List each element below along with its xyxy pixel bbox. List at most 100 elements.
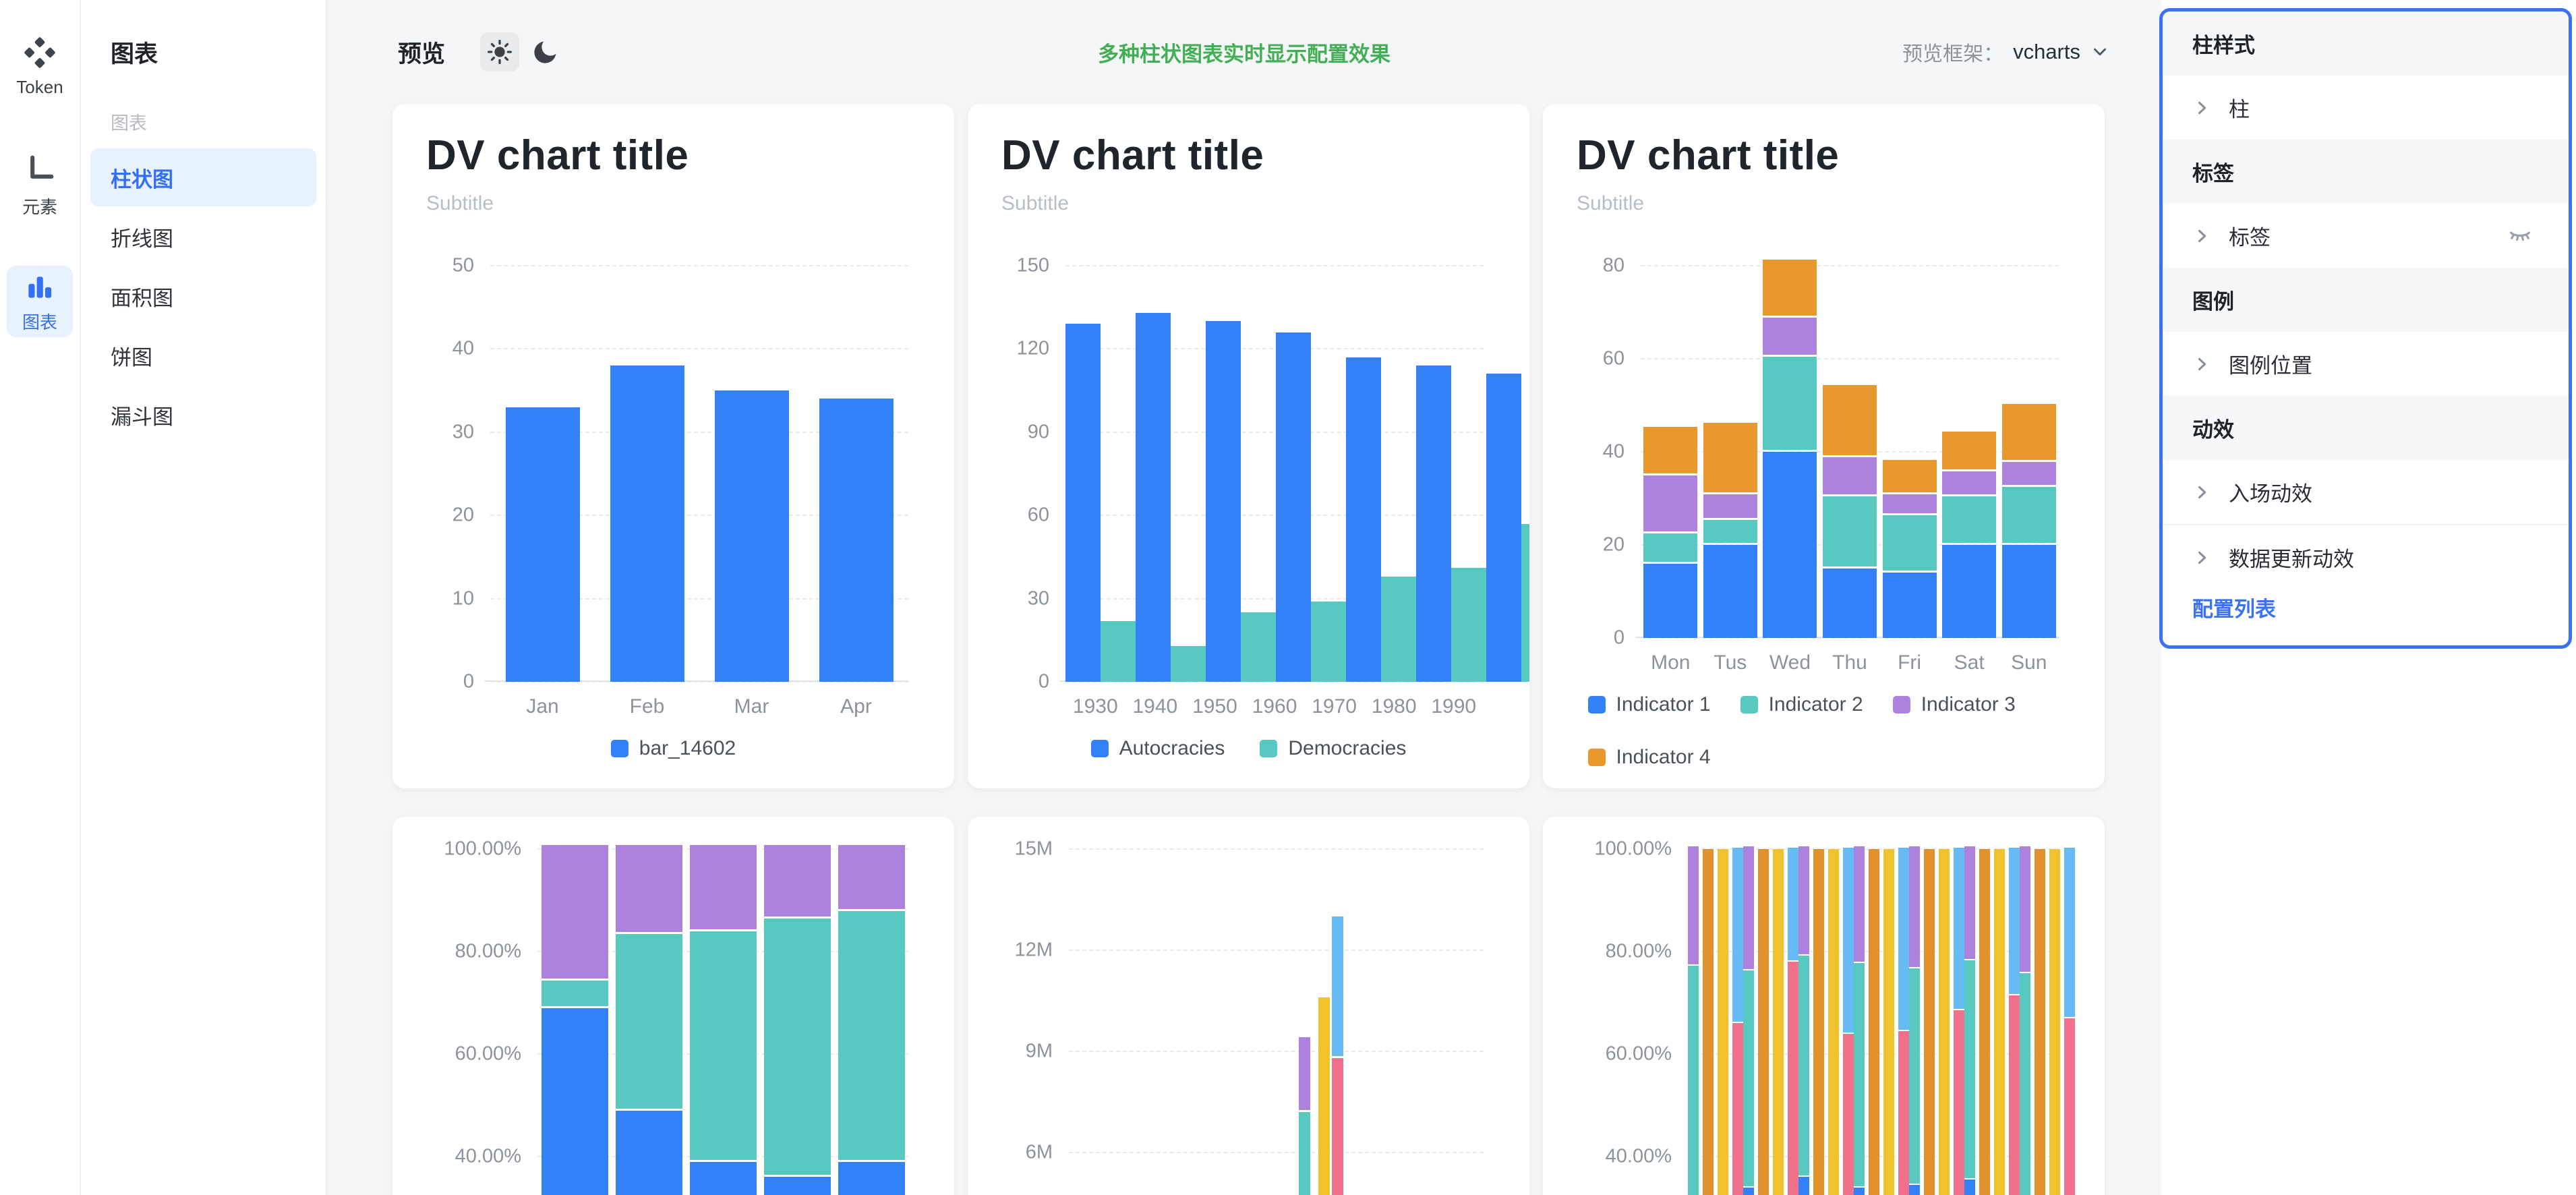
bar-segment: [1954, 1010, 1964, 1195]
bar-segment: [1241, 612, 1276, 682]
bar-segment: [1843, 848, 1854, 1032]
bar: [1843, 848, 1854, 1195]
legend-item[interactable]: bar_14602: [610, 737, 736, 760]
bar-segment: [1136, 312, 1171, 682]
bar-segment: [2001, 487, 2056, 543]
x-tick-label: 1980: [1371, 695, 1417, 718]
bar: [838, 845, 905, 1195]
bar-segment: [1101, 620, 1136, 682]
config-list-link[interactable]: 配置列表: [2192, 598, 2276, 621]
bar-group: [686, 845, 760, 1195]
panel-section-header: 图例: [2163, 268, 2569, 332]
bar-segment: [689, 845, 757, 930]
bar: [1732, 848, 1743, 1195]
x-tick-label: Mon: [1651, 651, 1691, 674]
panel-row[interactable]: 数据更新动效: [2163, 524, 2569, 589]
chart-title: DV chart title: [1001, 132, 1264, 179]
dark-theme-button[interactable]: [526, 32, 565, 71]
y-tick-label: 0: [463, 670, 474, 693]
legend-item[interactable]: Indicator 2: [1740, 693, 1863, 716]
chevron-down-icon: [2094, 48, 2106, 56]
bar-segment: [2064, 1018, 2075, 1195]
bar-segment: [1954, 848, 1964, 1010]
x-tick-label: 1930: [1072, 695, 1118, 718]
panel-row[interactable]: 柱: [2163, 76, 2569, 140]
eye-closed-icon[interactable]: [2507, 223, 2534, 250]
gridline: [1069, 950, 1484, 951]
x-axis-labels: 1930 1940 1950 1960 1970 1980 1990: [1065, 695, 1484, 718]
bar-segment: [819, 399, 894, 682]
framework-select[interactable]: 预览框架： vcharts: [1902, 37, 2110, 67]
bar-segment: [1718, 849, 1728, 1195]
chart-card: 100.00%80.00%60.00%40.00%20.00%0.00%: [392, 817, 954, 1195]
legend-item[interactable]: Autocracies: [1090, 737, 1225, 760]
bar-segment: [1065, 324, 1101, 682]
y-tick-label: 20: [452, 504, 474, 526]
bar-segment: [1909, 1184, 1920, 1195]
panel-row[interactable]: 入场动效: [2163, 460, 2569, 524]
x-tick-label: Sat: [1954, 651, 1985, 674]
bar: [2049, 849, 2060, 1195]
sidebar-item-line[interactable]: 折线图: [111, 227, 173, 251]
left-icon-rail: Token 元素 图表: [0, 0, 81, 1195]
y-tick-label: 40.00%: [1605, 1145, 1672, 1167]
rail-item-elements[interactable]: 元素: [0, 152, 80, 218]
legend-label: Indicator 2: [1768, 693, 1863, 716]
bar-segment: [1823, 496, 1877, 566]
gridline: [1641, 637, 2059, 639]
bar-segment: [1743, 846, 1754, 970]
bar-segment: [1942, 496, 1997, 543]
sidebar-item-area[interactable]: 面积图: [111, 286, 173, 310]
bar: [1788, 848, 1798, 1195]
bar-group: [1486, 266, 1529, 682]
gridline: [490, 348, 908, 350]
bar-group: [1276, 266, 1346, 682]
bar-segment: [1688, 965, 1699, 1195]
bar: [1979, 849, 1990, 1195]
bar: [1823, 385, 1877, 638]
legend-item[interactable]: Indicator 1: [1587, 693, 1711, 716]
bar-group: [1641, 266, 1701, 638]
bar: [1942, 432, 1997, 638]
bar-segment: [1798, 846, 1809, 954]
bar-segment: [2064, 848, 2075, 1017]
bar: [615, 845, 682, 1195]
panel-row[interactable]: 图例位置: [2163, 332, 2569, 396]
bar-segment: [1773, 849, 1784, 1195]
sidebar-item-bar[interactable]: 柱状图: [90, 148, 316, 206]
bar-segment: [2035, 849, 2045, 1195]
bar-segment: [1703, 422, 1757, 492]
y-tick-label: 100.00%: [444, 838, 522, 860]
bar-group: [1206, 266, 1276, 682]
sidebar-item-pie[interactable]: 饼图: [111, 345, 152, 370]
bar: [1743, 846, 1754, 1195]
legend-item[interactable]: Indicator 4: [1587, 746, 1711, 769]
bars-layer: [1641, 260, 2059, 638]
bar-segment: [1486, 374, 1521, 682]
bar-segment: [1828, 849, 1839, 1195]
light-theme-button[interactable]: [480, 32, 520, 71]
rail-item-token[interactable]: Token: [0, 35, 80, 98]
legend-item[interactable]: Indicator 3: [1892, 693, 2016, 716]
bar: [1331, 916, 1343, 1195]
bar-segment: [1763, 357, 1817, 450]
bar-segment: [1909, 846, 1920, 967]
legend-item[interactable]: Democracies: [1260, 737, 1406, 760]
panel-row[interactable]: 标签: [2163, 204, 2569, 268]
bar-segment: [1798, 955, 1809, 1176]
bar-segment: [2001, 545, 2056, 638]
bar-group: [1701, 266, 1761, 638]
bar-segment: [615, 1110, 682, 1195]
bar-segment: [1758, 849, 1769, 1195]
y-tick-label: 60: [1027, 504, 1049, 526]
bar-segment: [763, 845, 831, 917]
bar-segment: [1763, 260, 1817, 316]
chart-plot: 15M12M9M6M3M0: [1015, 838, 1484, 1195]
bar: [763, 845, 831, 1195]
bar-segment: [1964, 960, 1975, 1179]
sidebar-item-funnel[interactable]: 漏斗图: [111, 405, 173, 429]
bar-group: [1854, 846, 1909, 1195]
gridline: [1641, 265, 2059, 266]
rail-item-charts[interactable]: 图表: [7, 266, 73, 337]
bar: [1451, 568, 1486, 682]
